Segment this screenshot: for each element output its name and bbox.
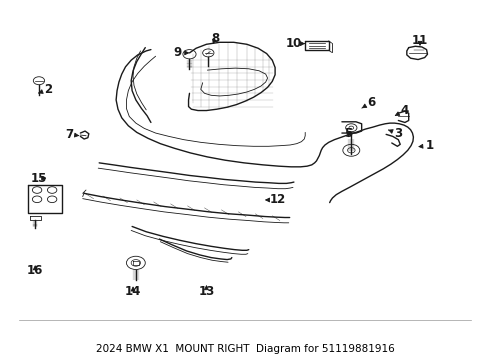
Text: 1: 1: [419, 139, 434, 152]
Text: 16: 16: [27, 264, 44, 277]
Text: 2024 BMW X1  MOUNT RIGHT  Diagram for 51119881916: 2024 BMW X1 MOUNT RIGHT Diagram for 5111…: [96, 343, 394, 354]
Text: 15: 15: [31, 172, 47, 185]
Text: 2: 2: [39, 83, 52, 96]
Text: 5: 5: [344, 127, 353, 140]
Text: 14: 14: [125, 285, 141, 298]
Text: 12: 12: [266, 193, 286, 206]
Text: 3: 3: [389, 127, 402, 140]
Text: 4: 4: [395, 104, 409, 117]
Text: 13: 13: [198, 285, 215, 298]
Text: 7: 7: [65, 128, 79, 141]
Text: 10: 10: [286, 37, 305, 50]
Text: 8: 8: [211, 32, 219, 45]
Text: 11: 11: [412, 34, 428, 47]
Text: 6: 6: [362, 96, 375, 109]
Text: 9: 9: [173, 46, 189, 59]
